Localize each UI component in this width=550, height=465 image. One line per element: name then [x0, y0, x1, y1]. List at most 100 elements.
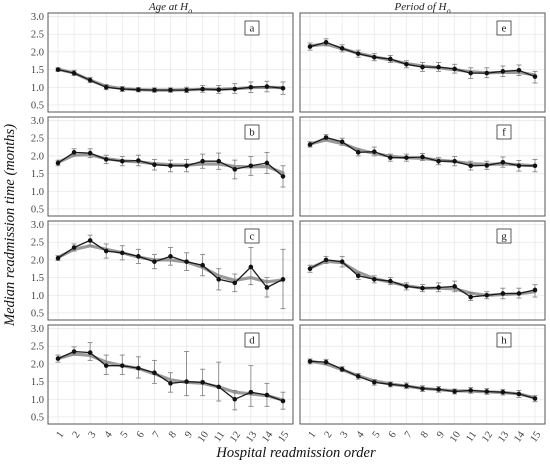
data-point	[280, 398, 286, 404]
data-point	[371, 54, 377, 60]
y-tick-label: 2.0	[31, 47, 44, 58]
data-point	[71, 150, 77, 155]
panel-tag-box	[496, 20, 512, 36]
y-tick-label: 1.5	[31, 377, 44, 388]
data-point	[103, 84, 109, 90]
data-point	[232, 280, 238, 286]
data-point	[55, 356, 61, 361]
panel-border	[299, 220, 546, 321]
y-tick-label: 0.5	[31, 412, 44, 423]
data-point	[248, 163, 254, 169]
panel-g: g	[299, 220, 546, 321]
data-point	[436, 285, 441, 290]
x-tick-label: 11	[464, 430, 479, 445]
x-tick-label: 14	[260, 429, 275, 445]
data-point	[200, 379, 205, 385]
data-point	[103, 363, 109, 368]
y-tick-label: 1.5	[31, 65, 44, 76]
y-tick-label: 2.5	[31, 342, 44, 353]
data-point	[87, 350, 93, 355]
data-point	[184, 259, 189, 264]
data-point	[119, 363, 125, 368]
panel-border	[47, 220, 294, 321]
panel-tag-label: e	[502, 23, 507, 35]
data-point	[339, 46, 345, 51]
x-tick-label: 3	[339, 430, 351, 441]
panel-tag-box	[244, 20, 260, 36]
y-tick-label: 1.5	[31, 169, 44, 180]
data-point	[468, 70, 474, 76]
panel-tag-label: g	[501, 231, 507, 243]
data-point	[516, 163, 522, 169]
x-tick-label: 1	[306, 430, 318, 441]
panel-d: 0.51.01.52.02.53.0d1 2 3 4 5 6 7 8 9 10 11 12 13 14 15	[31, 324, 294, 445]
data-point	[264, 160, 270, 166]
data-point	[264, 285, 270, 290]
data-point	[323, 257, 329, 263]
data-point	[184, 163, 189, 169]
data-point	[532, 74, 538, 79]
x-tick-label: 7	[403, 430, 415, 441]
data-point	[136, 158, 141, 163]
data-point	[216, 158, 222, 164]
panel-border	[299, 116, 546, 217]
data-point	[339, 366, 345, 372]
data-point	[184, 379, 189, 384]
x-tick-label: 2	[323, 430, 335, 441]
panel-tag-label: a	[250, 23, 255, 35]
data-point	[484, 70, 490, 76]
data-point	[516, 391, 522, 397]
data-point	[355, 150, 361, 155]
data-point	[307, 142, 313, 147]
data-point	[420, 386, 425, 391]
y-tick-label: 3.0	[31, 116, 44, 127]
panel-c: 0.5 1.0 1.5 2.0 2.5 3.0 c	[31, 220, 294, 321]
x-tick-label: 14	[512, 429, 527, 445]
data-point	[248, 264, 254, 270]
x-tick-label: 13	[244, 430, 259, 445]
data-point	[452, 284, 457, 289]
data-point	[136, 87, 141, 93]
x-tick-label: 11	[212, 430, 227, 445]
panel-f: f	[299, 116, 546, 217]
data-point	[532, 163, 538, 169]
data-point	[55, 255, 61, 261]
data-point	[55, 67, 61, 72]
data-point	[136, 254, 141, 259]
data-point	[216, 384, 222, 390]
data-point	[371, 277, 377, 282]
panel-tag-box	[244, 124, 260, 140]
data-point	[532, 287, 538, 293]
data-point	[436, 64, 441, 70]
x-tick-label: 9	[183, 430, 195, 441]
data-point	[264, 84, 270, 89]
panel-tag-box	[244, 332, 260, 348]
data-point	[420, 285, 425, 291]
panel-tag-label: b	[249, 127, 255, 139]
data-point	[388, 382, 393, 387]
data-point	[371, 379, 377, 385]
data-point	[404, 383, 409, 389]
y-tick-label: 2.5	[31, 134, 44, 145]
x-tick-label: 10	[196, 430, 211, 445]
x-tick-label: 8	[419, 430, 431, 441]
data-point	[355, 273, 361, 279]
x-tick-label: 5	[371, 430, 383, 441]
data-point	[280, 277, 286, 282]
y-tick-label: 1.0	[31, 395, 44, 406]
y-tick-label: 3.0	[31, 324, 44, 335]
data-point	[119, 250, 125, 256]
data-point	[168, 87, 173, 93]
x-axis-title: Hospital readmission order	[215, 445, 376, 461]
x-tick-label: 13	[496, 430, 511, 445]
y-tick-label: 3.0	[31, 12, 44, 23]
data-point	[484, 163, 490, 168]
panel-border	[47, 116, 294, 217]
data-point	[152, 259, 157, 264]
x-tick-label: 12	[480, 430, 495, 445]
x-tick-label: 1	[54, 430, 66, 441]
data-point	[168, 163, 173, 169]
data-point	[264, 392, 270, 398]
data-point	[388, 155, 393, 160]
x-tick-label: 3	[87, 430, 99, 441]
